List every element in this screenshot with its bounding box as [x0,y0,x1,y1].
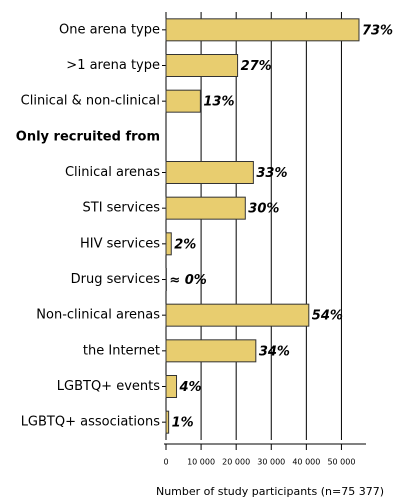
y-tick-label: the Internet [83,343,160,358]
y-tick-label: HIV services [80,236,160,251]
bar [165,18,360,42]
y-tick-label: Clinical & non-clinical [21,94,160,109]
value-label: 34% [259,344,290,359]
x-tick-label: 20 000 [222,458,250,467]
y-tick-label: Non-clinical arenas [36,308,160,323]
x-tick-label: 50 000 [327,458,355,467]
bar [165,89,201,113]
value-label: 73% [362,23,393,38]
y-tick-label: STI services [83,201,161,216]
bar [165,196,246,220]
x-tick-label: 10 000 [187,458,215,467]
bar [165,410,170,434]
x-tick-label: 40 000 [292,458,320,467]
value-label: 4% [179,380,202,395]
value-label: 1% [172,416,194,431]
x-axis-label: Number of study participants (n=75 377) [156,485,384,498]
y-tick-label: >1 arena type [66,58,160,73]
bar [165,232,172,256]
value-label: 27% [241,59,272,74]
value-label: 30% [248,202,279,217]
y-tick-label: Clinical arenas [65,165,160,180]
y-tick-label: LGBTQ+ associations [21,415,161,430]
bar [165,161,254,184]
y-tick-label: Drug services [71,272,161,287]
y-tick-label: One arena type [59,22,160,37]
value-label: 2% [174,237,196,252]
x-tick-label: 0 [163,458,168,467]
value-label: ≈ 0% [169,273,207,288]
bar [165,339,257,363]
value-label: 33% [256,166,287,181]
value-label: 54% [312,309,343,324]
y-tick-label: Only recruited from [16,129,160,144]
bar [165,54,239,77]
bar [165,303,310,327]
bar [165,375,178,398]
x-tick-label: 30 000 [257,458,285,467]
y-tick-label: LGBTQ+ events [57,379,160,394]
value-label: 13% [203,95,234,110]
